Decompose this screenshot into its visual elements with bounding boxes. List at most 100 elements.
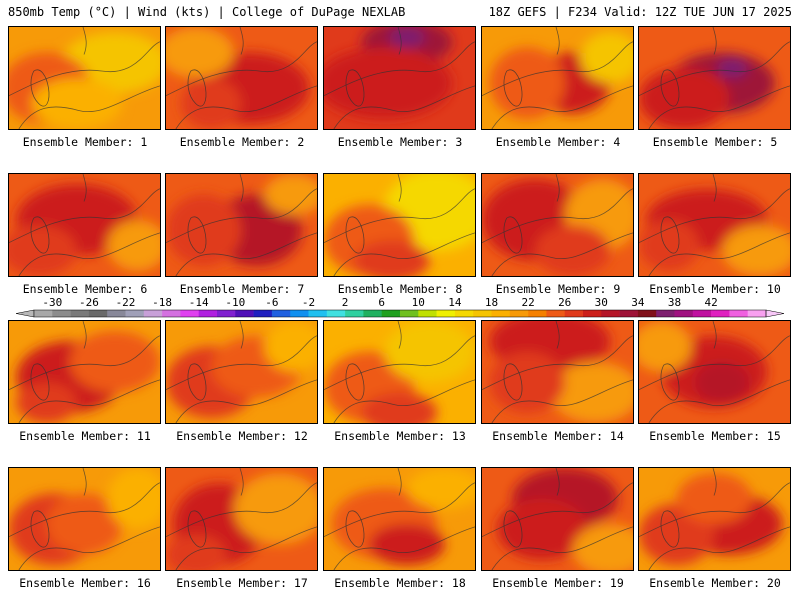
ensemble-member-caption: Ensemble Member: 14 [492,429,624,443]
colorbar-segment [583,310,602,317]
temperature-region [676,473,753,525]
colorbar-right-arrow [765,309,785,318]
run-valid-time: 18Z GEFS | F234 Valid: 12Z TUE JUN 17 20… [488,5,792,19]
temperature-region [639,67,730,129]
contour-line [648,85,790,129]
colorbar-tick-label: 38 [668,296,681,309]
temperature-region [407,468,475,509]
colorbar-segment [674,310,694,317]
ensemble-map-panel [481,320,634,424]
colorbar-tick-label: -18 [152,296,172,309]
colorbar-segment [454,310,474,317]
colorbar-segment [70,310,90,317]
temperature-region [489,47,566,119]
contour-line [166,41,317,97]
colorbar-tick-label: 2 [342,296,349,309]
ensemble-map-panel [323,467,476,571]
coastline [712,174,717,202]
contour-line [648,232,790,276]
coastline [397,321,402,349]
colorbar-tick-label: 10 [412,296,425,309]
colorbar-tick-label: 42 [704,296,717,309]
temperature-region [107,468,160,530]
contour-line [333,526,475,570]
contour-line [166,335,317,391]
contour-line [18,232,160,276]
colorbar-segment [107,310,126,317]
temperature-map [639,321,790,423]
ensemble-map-panel [165,26,318,130]
temperature-map [639,27,790,129]
colorbar-segment [729,310,748,317]
coastline [82,27,87,55]
colorbar-tick-label: -6 [265,296,278,309]
contour-line [491,379,633,423]
contour-line [9,482,160,538]
temperature-region [16,382,77,423]
ensemble-member-caption: Ensemble Member: 19 [492,576,624,590]
temperature-region [489,351,566,413]
colorbar-segment [473,310,492,317]
colorbar-segment [601,310,620,317]
colorbar-segment [217,310,236,317]
temperature-region [107,219,160,271]
temperature-region [166,534,227,570]
terrain-outline [345,510,365,548]
terrain-outline [30,69,50,107]
contour-line [491,85,633,129]
temperature-region [264,174,317,215]
colorbar-left-arrow [15,309,35,318]
contour-line [324,41,475,97]
temperature-map [482,27,633,129]
ensemble-map-panel [165,467,318,571]
colorbar-tick-label: -14 [189,296,209,309]
ensemble-member-caption: Ensemble Member: 7 [179,282,305,296]
contour-line [324,482,475,538]
colorbar-segment [198,310,218,317]
ensemble-member-caption: Ensemble Member: 18 [334,576,466,590]
temperature-map [324,321,475,423]
colorbar-segment [125,310,145,317]
temperature-region [9,225,77,276]
colorbar-tick-label: 26 [558,296,571,309]
ensemble-map-panel [323,26,476,130]
coastline [397,468,402,496]
colorbar-segment [52,310,71,317]
terrain-outline [503,510,523,548]
ensemble-member-caption: Ensemble Member: 8 [337,282,463,296]
colorbar-tick-label: 22 [521,296,534,309]
ensemble-map-panel [638,320,791,424]
coastline [555,321,560,349]
contour-line [639,335,790,391]
contour-line [491,232,633,276]
ensemble-member-caption: Ensemble Member: 17 [176,576,308,590]
ensemble-map-panel [638,467,791,571]
colorbar-segment [363,310,382,317]
contour-line [166,188,317,244]
temperature-region [369,524,445,565]
terrain-outline [30,363,50,401]
contour-line [175,379,317,423]
colorbar-segment [491,310,511,317]
temperature-colorbar: -30 -26 -22 -18 -14 -10 -6 -2 2 6 10 14 18 22 26 30 34 38… [15,296,785,318]
temperature-map [482,321,633,423]
colorbar-segment [143,310,163,317]
colorbar-segment [271,310,291,317]
ensemble-member-caption: Ensemble Member: 4 [495,135,621,149]
temperature-map [324,174,475,276]
ensemble-member-caption: Ensemble Member: 5 [652,135,778,149]
temperature-map [324,468,475,570]
coastline [397,174,402,202]
contour-line [18,85,160,129]
terrain-outline [187,216,207,254]
temperature-map [639,174,790,276]
terrain-outline [660,510,680,548]
terrain-outline [187,69,207,107]
temperature-region [384,321,475,383]
contour-line [639,188,790,244]
contour-line [175,232,317,276]
ensemble-member-caption: Ensemble Member: 13 [334,429,466,443]
terrain-outline [345,216,365,254]
ensemble-map-panel [481,26,634,130]
terrain-outline [503,363,523,401]
